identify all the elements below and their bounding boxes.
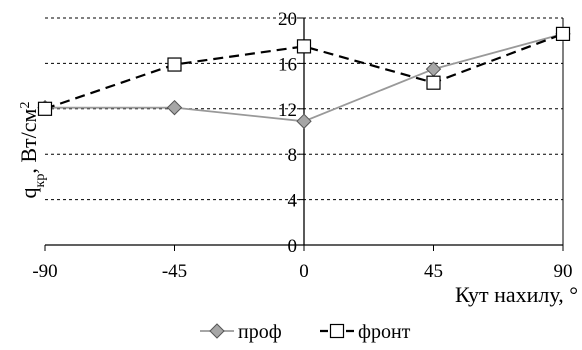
- y-tick-label-12: 12: [278, 100, 297, 121]
- series-2-point-4: [426, 75, 441, 90]
- legend-label-1: проф: [238, 321, 282, 343]
- legend-marker-2: [329, 323, 345, 339]
- series-2-point-3: [296, 39, 312, 54]
- series-line-2: [44, 32, 564, 110]
- y-tick-label-8: 8: [288, 145, 298, 166]
- series-1-point-3: [296, 113, 312, 129]
- axes: [44, 17, 564, 251]
- y-axis-title: qкр, Вт/см2: [16, 102, 48, 199]
- tick-labels: -90 -45 0 45 90 0 4 8 12 16 20: [32, 9, 572, 282]
- series-2-point-2: [167, 57, 182, 72]
- series-2-point-1: [37, 101, 53, 116]
- legend-label-2: фронт: [358, 321, 411, 343]
- x-tick-label-90: 90: [554, 261, 573, 282]
- x-tick-label-45: 45: [424, 261, 443, 282]
- series-1-point-4: [425, 61, 442, 77]
- data-markers: [37, 26, 571, 129]
- y-tick-label-20: 20: [278, 9, 297, 30]
- y-tick-label-4: 4: [288, 191, 298, 212]
- x-tick-label--90: -90: [32, 261, 57, 282]
- x-axis-title: Кут нахилу, °: [455, 282, 578, 307]
- y-tick-label-0: 0: [288, 236, 298, 257]
- legend-marker-1: [209, 323, 225, 339]
- y-tick-label-16: 16: [278, 54, 297, 75]
- legend: проф фронт: [200, 321, 411, 343]
- x-tick-label-0: 0: [299, 261, 309, 282]
- series-1-point-2: [166, 99, 183, 116]
- series-2-point-5: [555, 26, 571, 41]
- x-tick-label--45: -45: [162, 261, 187, 282]
